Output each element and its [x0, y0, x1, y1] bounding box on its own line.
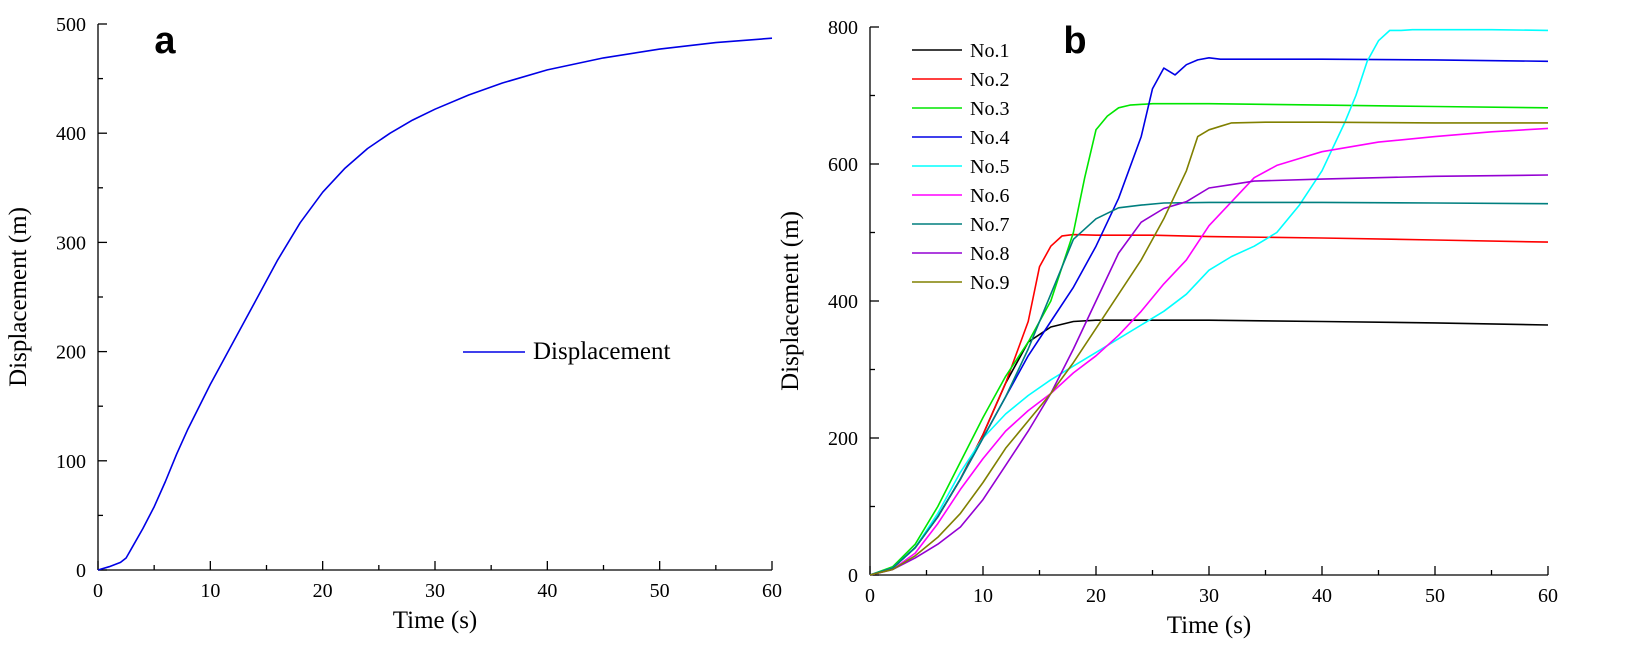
x-tick-label: 30: [1199, 585, 1219, 607]
series-line-no-6: [869, 127, 1549, 576]
series-line-no-9: [869, 121, 1548, 576]
y-tick-label: 600: [828, 154, 858, 176]
x-tick-label: 40: [537, 580, 557, 602]
legend-label: No.7: [970, 214, 1009, 236]
y-tick-label: 300: [56, 232, 86, 254]
x-tick-label: 20: [1086, 585, 1106, 607]
y-tick-label: 0: [848, 565, 858, 587]
y-tick-label: 400: [828, 291, 858, 313]
x-tick-label: 60: [762, 580, 782, 602]
series-line-no-7: [869, 201, 1549, 576]
legend-label: No.1: [970, 40, 1009, 62]
x-axis-title: Time (s): [393, 607, 478, 634]
x-tick-label: 10: [200, 580, 220, 602]
x-tick-label: 20: [313, 580, 333, 602]
panel-label: b: [1063, 20, 1086, 62]
x-tick-label: 50: [1425, 585, 1445, 607]
x-tick-label: 0: [865, 585, 875, 607]
y-axis-title: Displacement (m): [777, 211, 804, 391]
y-tick-label: 200: [56, 342, 86, 364]
y-tick-label: 400: [56, 123, 86, 145]
y-tick-label: 200: [828, 428, 858, 450]
x-tick-label: 40: [1312, 585, 1332, 607]
x-tick-label: 10: [973, 585, 993, 607]
y-tick-label: 500: [56, 14, 86, 36]
legend-label: No.8: [970, 243, 1009, 265]
chart-panel-a: 0 10 20 30 40 50 60 0 100 200 300 400 500 Time (s) Dis…: [5, 14, 782, 634]
series-line-displacement: [97, 37, 773, 571]
x-tick-label: 0: [93, 580, 103, 602]
panel-label: a: [154, 20, 176, 62]
legend-label: Displacement: [533, 338, 671, 365]
legend-label: No.5: [970, 156, 1009, 178]
legend-label: No.6: [970, 185, 1009, 207]
x-tick-label: 50: [650, 580, 670, 602]
legend-label: No.2: [970, 69, 1009, 91]
x-tick-label: 30: [425, 580, 445, 602]
y-axis-title: Displacement (m): [5, 207, 32, 387]
legend: Displacement: [463, 338, 671, 365]
series-line-no-3: [869, 102, 1549, 576]
legend-label: No.3: [970, 98, 1009, 120]
x-tick-label: 60: [1538, 585, 1558, 607]
y-tick-label: 800: [828, 17, 858, 39]
legend-label: No.4: [970, 127, 1009, 149]
y-tick-label: 0: [76, 560, 86, 582]
series-line-no-1: [869, 319, 1549, 576]
x-axis-title: Time (s): [1167, 612, 1252, 639]
y-tick-label: 100: [56, 451, 86, 473]
legend-label: No.9: [970, 272, 1009, 294]
legend: No.1 No.2 No.3 No.4 No.5 No.6 No.7 No.8 No.9: [912, 40, 1009, 294]
series-line-no-8: [869, 174, 1549, 576]
